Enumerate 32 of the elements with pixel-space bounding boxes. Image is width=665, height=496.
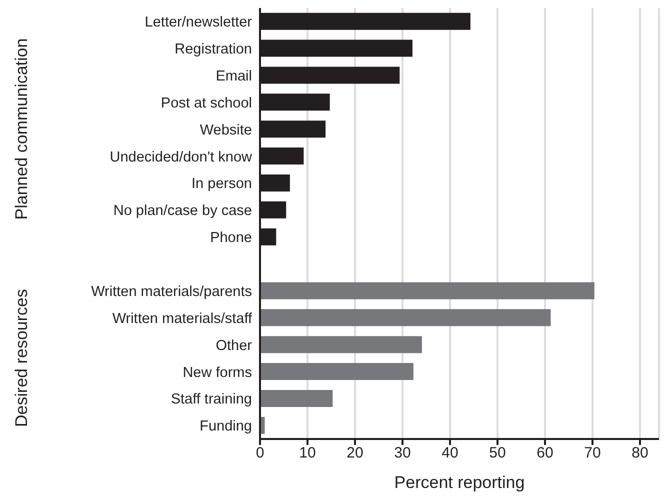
y-tick-label: Email: [216, 68, 252, 84]
y-tick-label: Phone: [210, 230, 252, 246]
y-tick-label: Post at school: [160, 95, 252, 112]
x-tick-label: 60: [536, 444, 554, 462]
x-tick-label: 50: [489, 444, 506, 462]
x-tick-label: 40: [442, 444, 458, 462]
x-tick-label: 10: [299, 444, 316, 462]
y-tick-label: New forms: [182, 364, 252, 381]
y-tick-label: Funding: [200, 418, 252, 435]
x-axis-title: Percent reporting: [394, 473, 525, 492]
y-tick-label: Staff training: [170, 392, 252, 408]
bar: [260, 309, 551, 326]
y-tick-label: In person: [192, 176, 252, 192]
bar: [260, 363, 414, 380]
bar: [260, 336, 422, 354]
y-tick-label: Registration: [174, 42, 252, 58]
bar: [260, 390, 333, 407]
text: Desired resources: [12, 289, 32, 428]
y-tick-label: No plan/case by case: [113, 203, 252, 220]
y-tick-label: Letter/newsletter: [144, 14, 252, 31]
x-tick-label: 30: [394, 444, 411, 462]
y-tick-label: Website: [200, 122, 252, 138]
y-tick-label: Undecided/don't know: [110, 149, 253, 166]
y-tick-label: Other: [216, 338, 252, 354]
y-tick-label: Written materials/staff: [112, 310, 253, 327]
y-tick-label: Written materials/parents: [91, 284, 252, 300]
text: Planned communication: [12, 38, 32, 220]
x-tick-label: 80: [632, 444, 648, 462]
x-tick-label: 0: [256, 444, 264, 462]
bar: [260, 282, 594, 300]
x-tick-label: 70: [584, 444, 601, 462]
x-tick-label: 20: [346, 444, 364, 462]
